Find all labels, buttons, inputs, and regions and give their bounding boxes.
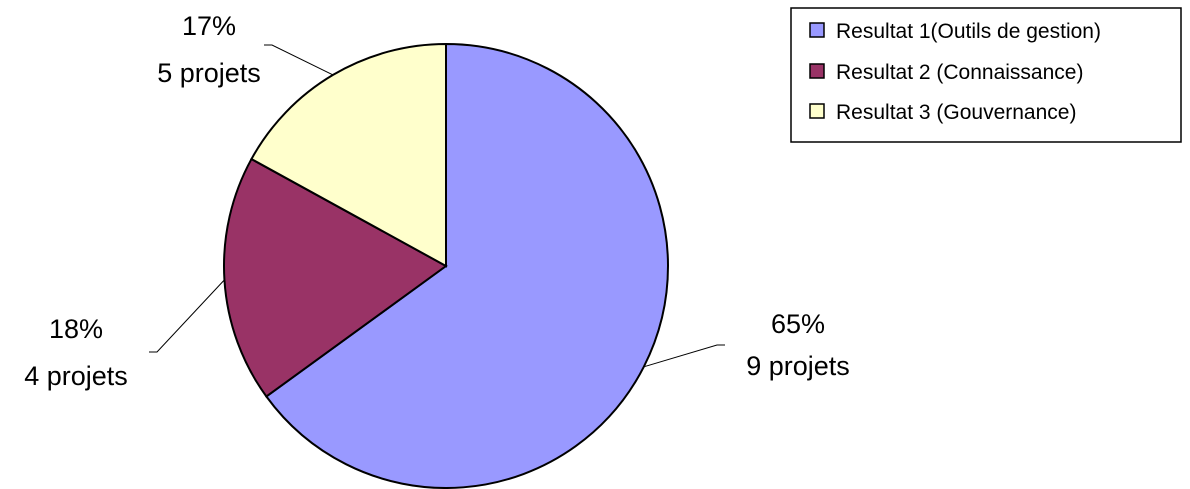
- leader-line-2: [149, 279, 225, 353]
- slice-percent-label-1: 65%: [771, 309, 825, 339]
- slice-count-label-3: 5 projets: [157, 58, 261, 88]
- legend-swatch-resultat-2: [809, 63, 825, 79]
- legend: Resultat 1(Outils de gestion) Resultat 2…: [790, 7, 1182, 143]
- legend-frame: [790, 7, 1182, 143]
- slice-count-label-1: 9 projets: [746, 351, 850, 381]
- legend-swatch-resultat-3: [809, 103, 825, 119]
- slice-percent-label-2: 18%: [49, 314, 103, 344]
- pie-plot: [223, 42, 669, 489]
- legend-entry-resultat-3: Resultat 3 (Gouvernance): [836, 101, 1076, 124]
- legend-entry-resultat-2: Resultat 2 (Connaissance): [836, 61, 1083, 84]
- slice-count-label-2: 4 projets: [24, 361, 128, 391]
- slice-percent-label-3: 17%: [182, 11, 236, 41]
- slice-labels: 65% 9 projets 18% 4 projets 17% 5 projets: [24, 11, 850, 391]
- leader-line-1: [643, 344, 725, 368]
- legend-swatch-resultat-1: [809, 22, 825, 38]
- legend-entry-resultat-1: Resultat 1(Outils de gestion): [836, 20, 1101, 43]
- leader-line-3: [264, 44, 334, 76]
- pie-slice-2: [223, 157, 448, 398]
- pie-slice-3: [250, 42, 447, 268]
